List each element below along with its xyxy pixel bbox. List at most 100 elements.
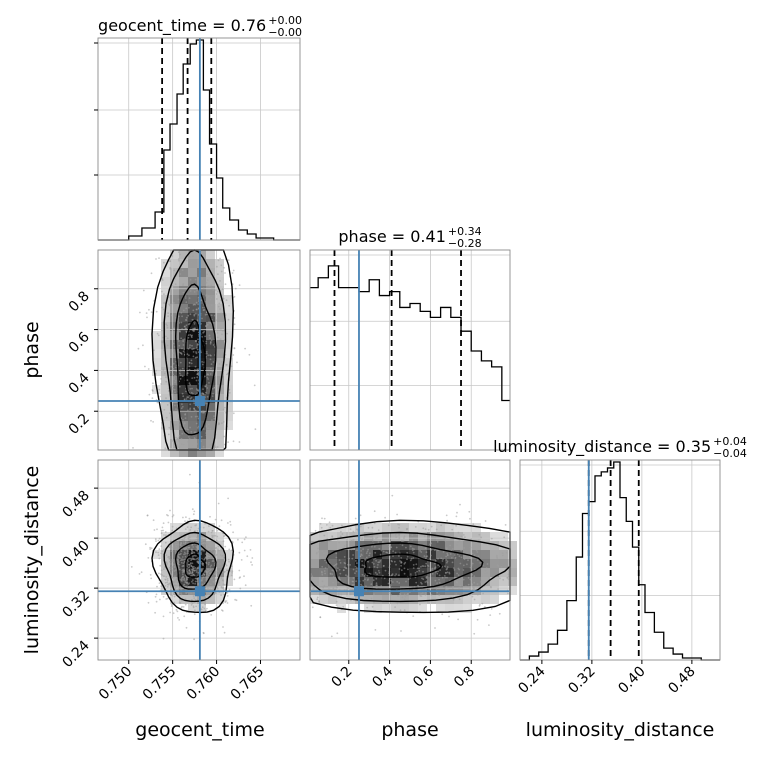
sample-point: [155, 310, 158, 313]
sample-point: [214, 573, 216, 576]
sample-point: [458, 555, 461, 557]
density-cell: [206, 439, 215, 448]
sample-point: [249, 549, 252, 551]
sample-point: [216, 586, 219, 588]
sample-point: [438, 581, 441, 584]
density-cell: [382, 550, 391, 559]
sample-point: [146, 316, 148, 319]
sample-point: [366, 550, 369, 553]
sample-point: [411, 547, 414, 550]
sample-point: [149, 548, 152, 550]
sample-point: [313, 586, 315, 589]
sample-point: [192, 513, 195, 516]
sample-point: [164, 335, 167, 338]
sample-point: [218, 354, 220, 357]
density-cell: [170, 550, 179, 559]
labels-layer: 0.750 0.755 0.760 0.765 0.2 0.4 0.6 0.8 0.24 0.32…: [21, 14, 747, 741]
sample-point: [210, 548, 213, 551]
sample-point: [208, 525, 210, 528]
density-cell: [224, 304, 233, 313]
sample-point: [160, 585, 163, 587]
sample-point: [476, 559, 479, 561]
sample-point: [501, 552, 504, 554]
density-cell: [418, 559, 427, 568]
sample-point: [203, 541, 206, 544]
sample-point: [413, 548, 415, 550]
sample-point: [166, 324, 169, 327]
sample-point: [178, 344, 181, 347]
sample-point: [407, 568, 409, 571]
contour-level: [364, 553, 443, 578]
density-cell: [310, 541, 319, 550]
density-cell: [224, 295, 233, 304]
sample-point: [437, 564, 440, 567]
sample-point: [316, 598, 319, 601]
sample-point: [160, 545, 163, 547]
sample-point: [201, 563, 204, 566]
density-cell: [152, 367, 161, 376]
sample-point: [422, 578, 425, 581]
density-cell: [463, 577, 472, 586]
sample-point: [319, 557, 321, 560]
sample-point: [165, 598, 168, 600]
sample-point: [173, 576, 176, 579]
density-cell: [161, 577, 170, 586]
density-cell: [197, 448, 206, 457]
sample-point: [182, 283, 185, 285]
sample-point: [335, 570, 338, 572]
sample-point: [193, 569, 196, 572]
sample-point: [222, 408, 225, 411]
sample-point: [437, 570, 439, 573]
sample-point: [226, 373, 228, 376]
sample-point: [209, 322, 212, 324]
sample-point: [190, 565, 193, 567]
sample-point: [163, 261, 165, 264]
sample-point: [489, 614, 492, 616]
sample-point: [188, 322, 191, 325]
sample-point: [475, 549, 478, 552]
density-cell: [409, 523, 418, 532]
sample-point: [364, 578, 366, 581]
sample-point: [209, 588, 212, 590]
sample-point: [459, 503, 461, 506]
density-cell: [188, 259, 197, 268]
panel-phase: [309, 249, 511, 451]
density-cell: [179, 349, 188, 358]
density-cell: [206, 403, 215, 412]
sample-point: [404, 595, 407, 598]
sample-point: [182, 291, 185, 294]
sample-point: [164, 585, 167, 587]
density-cell: [391, 523, 400, 532]
sample-point: [205, 542, 207, 545]
sample-point: [209, 373, 212, 375]
density-cell: [188, 403, 197, 412]
sample-point: [367, 526, 370, 529]
sample-point: [469, 546, 472, 549]
sample-point: [175, 581, 178, 583]
sample-point: [388, 572, 391, 575]
sample-point: [187, 571, 189, 573]
sample-point: [320, 526, 323, 529]
sample-point: [213, 415, 216, 417]
sample-point: [180, 561, 183, 564]
sample-point: [192, 595, 195, 597]
sample-point: [202, 287, 205, 290]
sample-point: [424, 592, 427, 594]
sample-point: [430, 549, 433, 551]
sample-point: [169, 611, 172, 614]
sample-point: [319, 541, 321, 544]
sample-point: [212, 580, 215, 583]
sample-point: [411, 549, 414, 552]
density-cell: [179, 313, 188, 322]
sample-point: [206, 395, 209, 398]
sample-point: [211, 535, 214, 538]
sample-point: [161, 574, 164, 576]
sample-point: [158, 582, 161, 584]
sample-point: [362, 548, 364, 550]
sample-point: [340, 593, 343, 596]
sample-point: [216, 570, 219, 572]
sample-point: [194, 415, 197, 418]
sample-point: [376, 573, 378, 576]
sample-point: [132, 447, 134, 449]
